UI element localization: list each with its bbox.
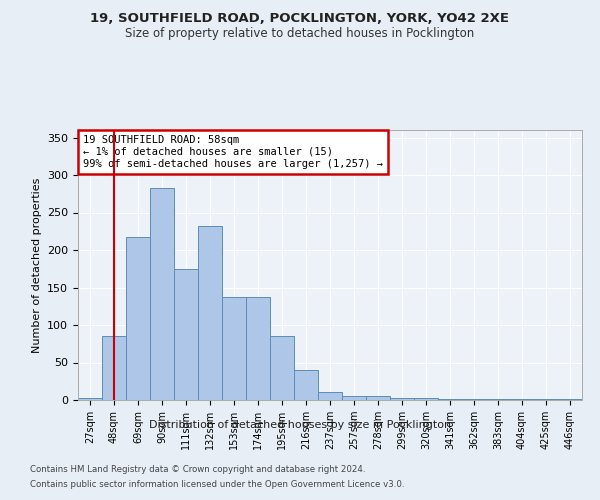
Bar bbox=[462, 398, 486, 400]
Bar bbox=[222, 296, 246, 400]
Bar bbox=[342, 396, 366, 400]
Bar bbox=[150, 188, 174, 400]
Bar bbox=[78, 398, 102, 400]
Bar bbox=[102, 336, 126, 400]
Bar bbox=[318, 392, 342, 400]
Bar bbox=[414, 398, 438, 400]
Bar bbox=[270, 336, 294, 400]
Bar bbox=[390, 398, 414, 400]
Text: 19 SOUTHFIELD ROAD: 58sqm
← 1% of detached houses are smaller (15)
99% of semi-d: 19 SOUTHFIELD ROAD: 58sqm ← 1% of detach… bbox=[83, 136, 383, 168]
Bar bbox=[198, 226, 222, 400]
Bar bbox=[486, 398, 510, 400]
Text: Size of property relative to detached houses in Pocklington: Size of property relative to detached ho… bbox=[125, 28, 475, 40]
Bar bbox=[510, 398, 534, 400]
Text: Distribution of detached houses by size in Pocklington: Distribution of detached houses by size … bbox=[149, 420, 451, 430]
Bar bbox=[438, 398, 462, 400]
Bar bbox=[558, 398, 582, 400]
Text: Contains HM Land Registry data © Crown copyright and database right 2024.: Contains HM Land Registry data © Crown c… bbox=[30, 465, 365, 474]
Text: Contains public sector information licensed under the Open Government Licence v3: Contains public sector information licen… bbox=[30, 480, 404, 489]
Bar bbox=[366, 396, 390, 400]
Y-axis label: Number of detached properties: Number of detached properties bbox=[32, 178, 41, 352]
Bar bbox=[534, 398, 558, 400]
Text: 19, SOUTHFIELD ROAD, POCKLINGTON, YORK, YO42 2XE: 19, SOUTHFIELD ROAD, POCKLINGTON, YORK, … bbox=[91, 12, 509, 26]
Bar bbox=[246, 296, 270, 400]
Bar bbox=[294, 370, 318, 400]
Bar bbox=[174, 269, 198, 400]
Bar bbox=[126, 236, 150, 400]
